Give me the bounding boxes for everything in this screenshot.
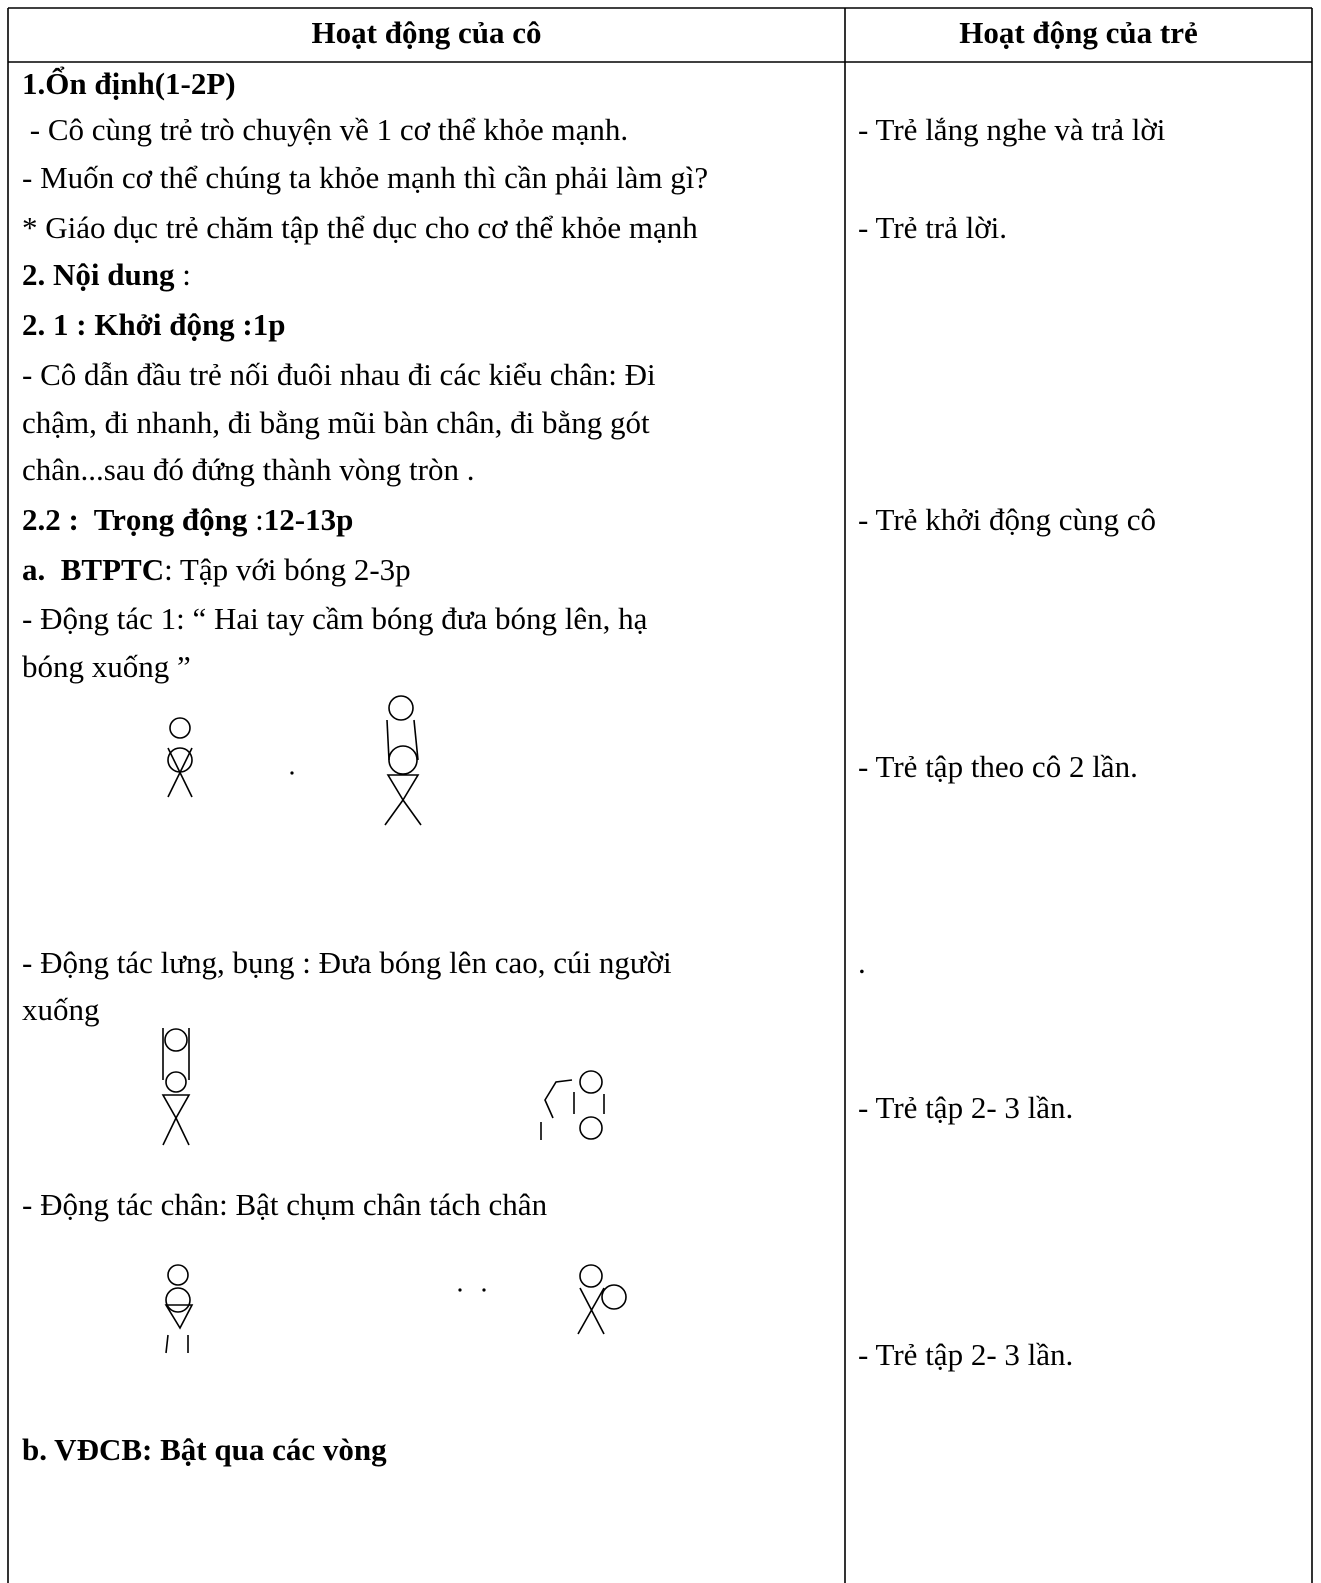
teacher-line: - Động tác chân: Bật chụm chân tách chân	[22, 1185, 547, 1225]
teacher-line: 2.2 : Trọng động :12-13p	[22, 500, 353, 540]
stick-figure	[577, 1264, 627, 1335]
text: :	[247, 502, 264, 537]
text: - Cô dẫn đầu trẻ nối đuôi nhau đi các ki…	[22, 357, 656, 392]
teacher-line: chậm, đi nhanh, đi bằng mũi bàn chân, đi…	[22, 403, 650, 443]
text: - Động tác 1: “ Hai tay cầm bóng đưa bón…	[22, 601, 648, 636]
teacher-line: 2. Nội dung :	[22, 255, 191, 295]
teacher-line: 1.Ổn định(1-2P)	[22, 64, 236, 104]
child-line: - Trẻ tập 2- 3 lần.	[858, 1337, 1074, 1372]
teacher-line: * Giáo dục trẻ chăm tập thể dục cho cơ t…	[22, 208, 698, 248]
child-line: - Trẻ tập 2- 3 lần.	[858, 1090, 1074, 1125]
dot	[482, 1288, 486, 1292]
teacher-line: - Cô cùng trẻ trò chuyện về 1 cơ thể khỏ…	[22, 110, 628, 150]
text: - Cô cùng trẻ trò chuyện về 1 cơ thể khỏ…	[22, 112, 629, 147]
bold-text: 12-13p	[263, 502, 354, 537]
teacher-line: chân...sau đó đứng thành vòng tròn .	[22, 450, 474, 490]
child-line: - Trẻ trả lời.	[858, 210, 1008, 245]
text: : Tập với bóng 2-3p	[164, 552, 411, 587]
child-line: - Trẻ khởi động cùng cô	[858, 502, 1156, 537]
bold-text: 1.Ổn định(1-2P)	[22, 66, 236, 101]
header-cell: Hoạt động của trẻ	[959, 15, 1198, 50]
text: - Động tác lưng, bụng : Đưa bóng lên cao…	[22, 945, 672, 980]
header-cell: Hoạt động của cô	[311, 15, 542, 50]
bold-text: 2.2 : Trọng động	[22, 502, 248, 537]
stick-figure	[164, 1264, 194, 1354]
teacher-line: a. BTPTC: Tập với bóng 2-3p	[22, 550, 411, 590]
teacher-line: 2. 1 : Khởi động :1p	[22, 305, 286, 345]
teacher-line: - Động tác lưng, bụng : Đưa bóng lên cao…	[22, 943, 672, 983]
bold-text: a. BTPTC	[22, 552, 165, 587]
text: chậm, đi nhanh, đi bằng mũi bàn chân, đi…	[22, 405, 650, 440]
child-line: - Trẻ lắng nghe và trả lời	[858, 112, 1166, 147]
teacher-line: bóng xuống ”	[22, 647, 191, 687]
text: :	[174, 257, 191, 292]
child-line: - Trẻ tập theo cô 2 lần.	[858, 749, 1138, 784]
bold-text: 2. Nội dung	[22, 257, 175, 292]
text: * Giáo dục trẻ chăm tập thể dục cho cơ t…	[22, 210, 698, 245]
text: - Động tác chân: Bật chụm chân tách chân	[22, 1187, 548, 1222]
text: chân...sau đó đứng thành vòng tròn .	[22, 452, 475, 487]
teacher-line: b. VĐCB: Bật qua các vòng	[22, 1430, 387, 1470]
teacher-line: - Cô dẫn đầu trẻ nối đuôi nhau đi các ki…	[22, 355, 656, 395]
stick-figure	[161, 1028, 191, 1146]
dot	[458, 1288, 462, 1292]
text: xuống	[22, 992, 100, 1027]
teacher-line: - Động tác 1: “ Hai tay cầm bóng đưa bón…	[22, 599, 647, 639]
child-line: .	[858, 945, 866, 980]
teacher-line: xuống	[22, 990, 100, 1030]
text: bóng xuống ”	[22, 649, 191, 684]
teacher-line: - Muốn cơ thể chúng ta khỏe mạnh thì cần…	[22, 158, 708, 198]
dot	[290, 771, 294, 775]
stick-figure	[167, 717, 193, 798]
bold-text: 2. 1 : Khởi động :1p	[22, 307, 286, 342]
stick-figure	[540, 1070, 605, 1140]
stick-figure	[384, 695, 422, 826]
text: - Muốn cơ thể chúng ta khỏe mạnh thì cần…	[22, 160, 709, 195]
bold-text: b. VĐCB: Bật qua các vòng	[22, 1432, 387, 1467]
